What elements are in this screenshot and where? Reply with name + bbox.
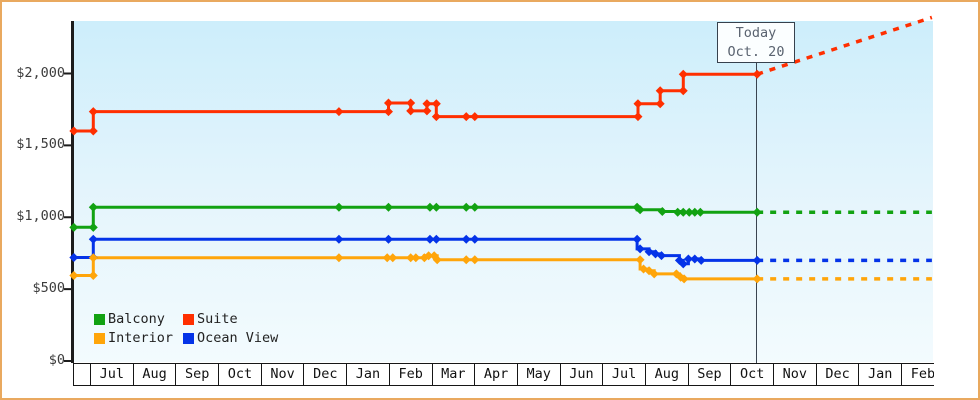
legend-label: Interior <box>108 330 174 346</box>
y-axis-label: $2,000 <box>16 64 65 81</box>
x-axis-month-cell: Nov <box>773 364 816 385</box>
legend-item-suite: Suite <box>183 311 238 327</box>
x-axis-month-row: Jul Aug Sep Oct Nov Dec Jan Feb Mar Apr May Jun Jul A… <box>73 363 934 386</box>
x-axis-month-cell: May <box>516 364 560 385</box>
x-axis-month-cell: Dec <box>303 364 346 385</box>
y-axis-label: $0 <box>48 352 65 368</box>
x-axis-month-cell: Aug <box>132 364 176 385</box>
x-axis-month-cell: Jul <box>602 364 645 385</box>
y-axis-label: $500 <box>32 280 65 297</box>
today-marker-box: Today Oct. 20 <box>717 22 795 63</box>
x-axis-month-cell: Oct <box>730 364 773 385</box>
x-axis-month-cell: Dec <box>815 364 859 385</box>
x-axis-month-cell: Nov <box>260 364 304 385</box>
legend-item-balcony: Balcony <box>94 311 165 327</box>
y-axis-label: $1,000 <box>16 208 65 225</box>
y-axis-tick <box>64 144 72 147</box>
x-axis-month-cell: Sep <box>687 364 731 385</box>
legend-label: Balcony <box>108 311 165 327</box>
today-label: Today <box>735 25 777 41</box>
x-axis-month-cell: Jan <box>858 364 901 385</box>
x-axis-month-cell: Aug <box>644 364 688 385</box>
x-axis-month-cell: Mar <box>431 364 475 385</box>
today-vertical-line <box>756 62 757 363</box>
today-date: Oct. 20 <box>727 44 785 60</box>
legend-swatch-icon <box>94 313 105 325</box>
legend-label: Ocean View <box>197 330 279 346</box>
y-axis-tick <box>64 360 72 362</box>
x-axis-month-cell: Jan <box>346 364 389 385</box>
y-axis-tick <box>64 72 72 75</box>
x-axis-month-cell: Apr <box>474 364 517 385</box>
x-axis-month-cell: Feb <box>901 364 934 385</box>
legend-label: Suite <box>197 311 238 327</box>
legend-swatch-icon <box>183 313 194 325</box>
legend-item-interior: Interior <box>94 330 174 346</box>
x-axis-month-cell: Feb <box>388 364 432 385</box>
legend-swatch-icon <box>94 332 105 344</box>
x-axis-month-cell: Sep <box>175 364 218 385</box>
y-axis-tick <box>64 288 72 291</box>
x-axis-month-cell: Oct <box>218 364 261 385</box>
x-axis-month-cell: Jun <box>559 364 603 385</box>
x-axis-month-cell: Jul <box>90 364 133 385</box>
legend-swatch-icon <box>183 332 194 344</box>
legend-item-ocean-view: Ocean View <box>183 330 279 346</box>
y-axis-label: $1,500 <box>16 136 65 153</box>
x-axis-filler-cell <box>74 364 90 385</box>
y-axis-tick <box>64 216 72 219</box>
